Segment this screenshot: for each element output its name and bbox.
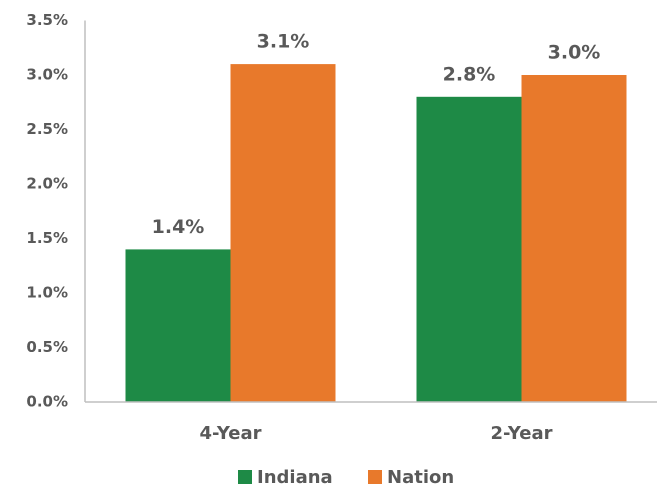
y-tick-label: 1.5% (26, 229, 68, 247)
bar (125, 249, 231, 402)
y-tick-label: 2.0% (26, 175, 68, 193)
value-label: 2.8% (443, 63, 496, 85)
legend-label: Nation (387, 467, 454, 488)
legend-swatch (238, 470, 252, 484)
y-tick-label: 0.5% (26, 338, 68, 356)
y-tick-label: 0.0% (26, 393, 68, 411)
x-tick-label: 4-Year (200, 423, 262, 444)
bar (230, 64, 336, 402)
value-label: 1.4% (152, 216, 205, 238)
value-label: 3.0% (548, 42, 601, 64)
y-tick-label: 1.0% (26, 284, 68, 302)
bar (521, 75, 627, 402)
y-tick-label: 3.5% (26, 11, 68, 29)
value-label: 3.1% (257, 31, 310, 53)
y-tick-label: 3.0% (26, 66, 68, 84)
y-tick-label: 2.5% (26, 120, 68, 138)
legend-label: Indiana (257, 467, 333, 488)
bar (416, 96, 522, 403)
x-tick-label: 2-Year (491, 423, 553, 444)
legend-swatch (368, 470, 382, 484)
